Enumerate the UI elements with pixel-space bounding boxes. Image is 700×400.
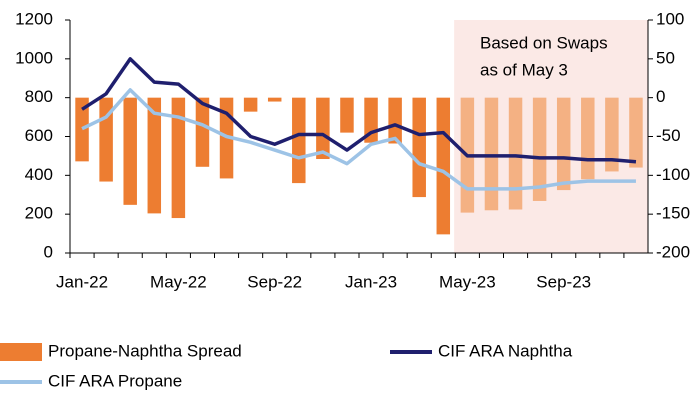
x-tick-label: May-22 bbox=[150, 272, 207, 291]
legend-label: CIF ARA Propane bbox=[48, 371, 182, 390]
bar bbox=[123, 97, 137, 205]
y2-tick-label: -50 bbox=[656, 126, 681, 145]
y2-tick-label: 100 bbox=[656, 9, 684, 28]
bar bbox=[267, 97, 282, 102]
legend-swatch bbox=[0, 343, 42, 361]
bar bbox=[581, 97, 595, 180]
y2-tick-label: 50 bbox=[656, 48, 675, 67]
bar bbox=[484, 97, 499, 211]
legend-label: Propane-Naphtha Spread bbox=[48, 341, 242, 360]
bar bbox=[508, 97, 523, 210]
y-tick-label: 200 bbox=[25, 204, 53, 223]
annotation: Based on Swaps bbox=[480, 33, 608, 52]
bar bbox=[316, 97, 330, 160]
bar bbox=[532, 97, 547, 201]
y2-tick-label: -200 bbox=[656, 242, 690, 261]
bar bbox=[412, 97, 426, 198]
y-tick-label: 400 bbox=[25, 165, 53, 184]
bar bbox=[605, 97, 619, 172]
x-tick-label: Jan-23 bbox=[345, 272, 397, 291]
y2-tick-label: -150 bbox=[656, 204, 690, 223]
bar bbox=[195, 97, 210, 167]
x-tick-label: Sep-23 bbox=[536, 272, 591, 291]
bar bbox=[340, 97, 354, 133]
y-tick-label: 600 bbox=[25, 126, 53, 145]
x-tick-label: Jan-22 bbox=[56, 272, 108, 291]
y-tick-label: 800 bbox=[25, 87, 53, 106]
bar bbox=[436, 97, 451, 235]
bar bbox=[629, 97, 643, 168]
x-tick-label: Sep-22 bbox=[247, 272, 302, 291]
y2-tick-label: 0 bbox=[656, 87, 665, 106]
bar bbox=[243, 97, 258, 112]
forecast-shade bbox=[454, 20, 648, 253]
y-tick-label: 1000 bbox=[15, 48, 53, 67]
bar bbox=[292, 97, 306, 184]
bar bbox=[147, 97, 162, 214]
bar bbox=[75, 97, 89, 162]
y-tick-label: 0 bbox=[44, 242, 53, 261]
y-tick-label: 1200 bbox=[15, 9, 53, 28]
line bbox=[81, 57, 637, 164]
y2-tick-label: -100 bbox=[656, 165, 690, 184]
bar bbox=[556, 97, 571, 191]
annotation: as of May 3 bbox=[480, 60, 568, 79]
line bbox=[81, 88, 636, 191]
legend-label: CIF ARA Naphtha bbox=[438, 341, 573, 360]
bar bbox=[171, 97, 186, 219]
bar bbox=[388, 97, 402, 144]
x-tick-label: May-23 bbox=[439, 272, 496, 291]
